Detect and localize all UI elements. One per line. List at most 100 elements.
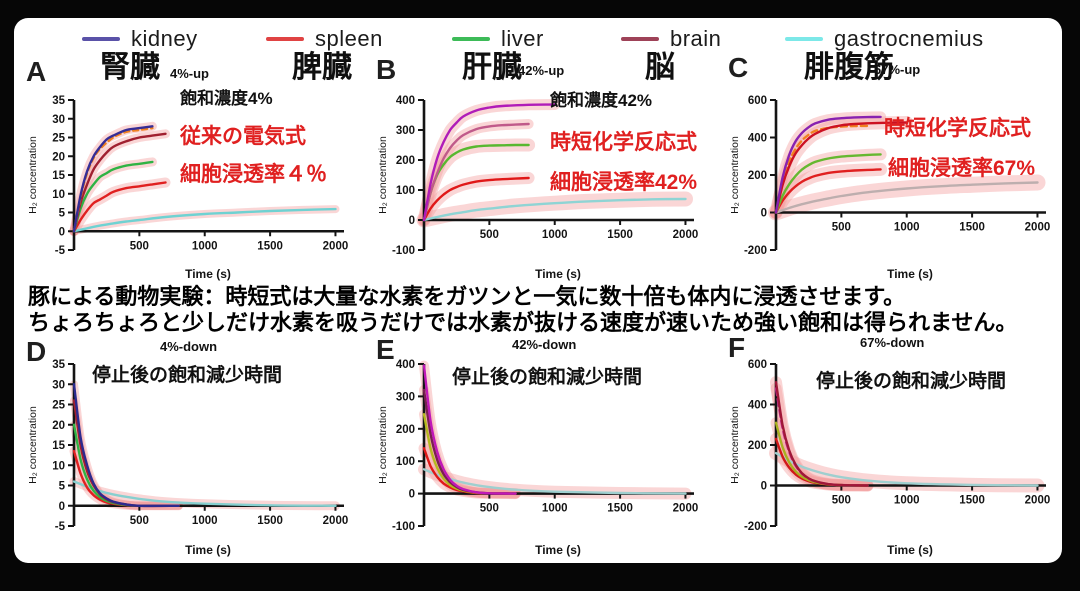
svg-text:300: 300 bbox=[396, 125, 415, 137]
legend-label-spleen-ja: 脾臓 bbox=[292, 51, 352, 84]
condition-label-a: 4%-up bbox=[170, 66, 209, 81]
svg-text:35: 35 bbox=[52, 95, 65, 107]
legend-label-gastrocnemius-en: gastrocnemius bbox=[834, 26, 984, 51]
note-red-permeation-a: 細胞浸透率４％ bbox=[180, 163, 327, 186]
svg-text:1500: 1500 bbox=[607, 503, 633, 515]
svg-text:0: 0 bbox=[409, 489, 415, 501]
legend-swatch-liver bbox=[452, 37, 490, 41]
caption-line-1: 豚による動物実験：時短式は大量な水素をガツンと一気に数十倍も体内に浸透させます。 bbox=[28, 284, 906, 309]
svg-text:600: 600 bbox=[748, 95, 767, 107]
svg-text:-5: -5 bbox=[55, 245, 66, 257]
chart-panel-a: 35 30 25 20 15 10 5 0 -5 500 1000 1500 2000 Time (s) H… bbox=[27, 95, 348, 281]
condition-label-b: 42%-up bbox=[518, 63, 565, 78]
legend-label-brain-en: brain bbox=[670, 26, 722, 51]
legend-label-liver-ja: 肝臓 bbox=[462, 51, 522, 84]
svg-text:0: 0 bbox=[761, 481, 767, 493]
svg-text:400: 400 bbox=[748, 133, 767, 145]
svg-text:10: 10 bbox=[52, 189, 65, 201]
svg-text:25: 25 bbox=[52, 133, 65, 145]
condition-label-e: 42%-down bbox=[512, 337, 577, 352]
legend-item-spleen: spleen bbox=[266, 26, 383, 52]
legend-label-kidney-en: kidney bbox=[131, 26, 198, 51]
svg-text:5: 5 bbox=[59, 481, 66, 493]
condition-label-f: 67%-down bbox=[860, 335, 925, 350]
legend-label-gastrocnemius-ja: 腓腹筋 bbox=[804, 51, 894, 84]
svg-text:100: 100 bbox=[396, 185, 415, 197]
caption: 豚による動物実験：時短式は大量な水素をガツンと一気に数十倍も体内に浸透させます。… bbox=[28, 284, 1048, 337]
legend-swatch-spleen bbox=[266, 37, 304, 41]
svg-text:300: 300 bbox=[396, 391, 415, 403]
svg-text:400: 400 bbox=[396, 359, 415, 371]
note-red-permeation-c: 細胞浸透率67% bbox=[888, 157, 1036, 180]
figure-panel bbox=[14, 18, 1062, 563]
svg-text:15: 15 bbox=[52, 170, 65, 182]
svg-text:30: 30 bbox=[52, 379, 65, 391]
svg-text:0: 0 bbox=[409, 215, 415, 227]
note-red-method-c: 時短化学反応式 bbox=[884, 117, 1031, 140]
svg-text:500: 500 bbox=[832, 495, 851, 507]
svg-text:-5: -5 bbox=[55, 521, 66, 533]
svg-text:500: 500 bbox=[832, 222, 851, 234]
svg-text:200: 200 bbox=[396, 155, 415, 167]
svg-text:Time (s): Time (s) bbox=[887, 267, 933, 281]
svg-text:0: 0 bbox=[59, 226, 65, 238]
svg-text:H₂ concentration: H₂ concentration bbox=[377, 136, 389, 214]
svg-text:-100: -100 bbox=[392, 521, 415, 533]
svg-text:Time (s): Time (s) bbox=[185, 543, 231, 557]
svg-text:2000: 2000 bbox=[673, 229, 699, 241]
svg-text:500: 500 bbox=[480, 229, 499, 241]
legend-label-brain-ja: 脳 bbox=[645, 51, 675, 84]
note-saturation-a: 飽和濃度4% bbox=[180, 89, 273, 108]
svg-text:400: 400 bbox=[748, 400, 767, 412]
svg-text:1000: 1000 bbox=[192, 240, 218, 252]
svg-text:H₂ concentration: H₂ concentration bbox=[377, 406, 389, 484]
svg-text:200: 200 bbox=[748, 170, 767, 182]
legend-swatch-brain bbox=[621, 37, 659, 41]
svg-text:0: 0 bbox=[761, 208, 767, 220]
svg-text:H₂ concentration: H₂ concentration bbox=[729, 406, 741, 484]
svg-text:500: 500 bbox=[480, 503, 499, 515]
svg-text:1500: 1500 bbox=[257, 515, 283, 527]
svg-text:15: 15 bbox=[52, 440, 65, 452]
svg-text:H₂ concentration: H₂ concentration bbox=[27, 136, 39, 214]
svg-text:500: 500 bbox=[130, 240, 149, 252]
note-red-method-a: 従来の電気式 bbox=[180, 125, 306, 148]
legend-item-brain: brain bbox=[621, 26, 721, 52]
svg-text:2000: 2000 bbox=[1025, 222, 1051, 234]
svg-text:Time (s): Time (s) bbox=[535, 267, 581, 281]
svg-text:20: 20 bbox=[52, 151, 65, 163]
svg-text:1000: 1000 bbox=[192, 515, 218, 527]
svg-text:-100: -100 bbox=[392, 245, 415, 257]
legend-item-kidney: kidney bbox=[82, 26, 198, 52]
svg-text:200: 200 bbox=[748, 440, 767, 452]
chart-panel-d: 35 30 25 20 15 10 5 0 -5 500 1000 1500 2000 Time (s) H… bbox=[27, 359, 348, 557]
condition-label-d: 4%-down bbox=[160, 339, 218, 354]
note-decay-e: 停止後の飽和減少時間 bbox=[452, 367, 643, 388]
svg-text:25: 25 bbox=[52, 400, 65, 412]
legend-label-spleen-en: spleen bbox=[315, 26, 383, 51]
svg-text:-200: -200 bbox=[744, 521, 767, 533]
svg-text:5: 5 bbox=[59, 208, 66, 220]
panel-letter-d: D bbox=[26, 336, 47, 367]
panel-letter-b: B bbox=[376, 54, 397, 85]
note-red-permeation-b: 細胞浸透率42% bbox=[550, 171, 698, 194]
note-decay-f: 停止後の飽和減少時間 bbox=[816, 371, 1007, 392]
panel-letter-e: E bbox=[376, 334, 395, 365]
svg-text:400: 400 bbox=[396, 95, 415, 107]
svg-text:1500: 1500 bbox=[959, 495, 985, 507]
caption-line-2: ちょろちょろと少しだけ水素を吸うだけでは水素が抜ける速度が速いため強い飽和は得ら… bbox=[28, 310, 1018, 336]
condition-label-c: 67%-up bbox=[874, 62, 921, 77]
legend-label-liver-en: liver bbox=[501, 26, 544, 51]
svg-text:1500: 1500 bbox=[959, 222, 985, 234]
legend-item-gastrocnemius: gastrocnemius bbox=[785, 26, 984, 52]
svg-text:500: 500 bbox=[130, 515, 149, 527]
svg-text:100: 100 bbox=[396, 456, 415, 468]
svg-text:35: 35 bbox=[52, 359, 65, 371]
note-decay-d: 停止後の飽和減少時間 bbox=[92, 365, 283, 386]
svg-text:600: 600 bbox=[748, 359, 767, 371]
panel-letter-a: A bbox=[26, 56, 47, 87]
panel-letter-f: F bbox=[728, 332, 746, 363]
